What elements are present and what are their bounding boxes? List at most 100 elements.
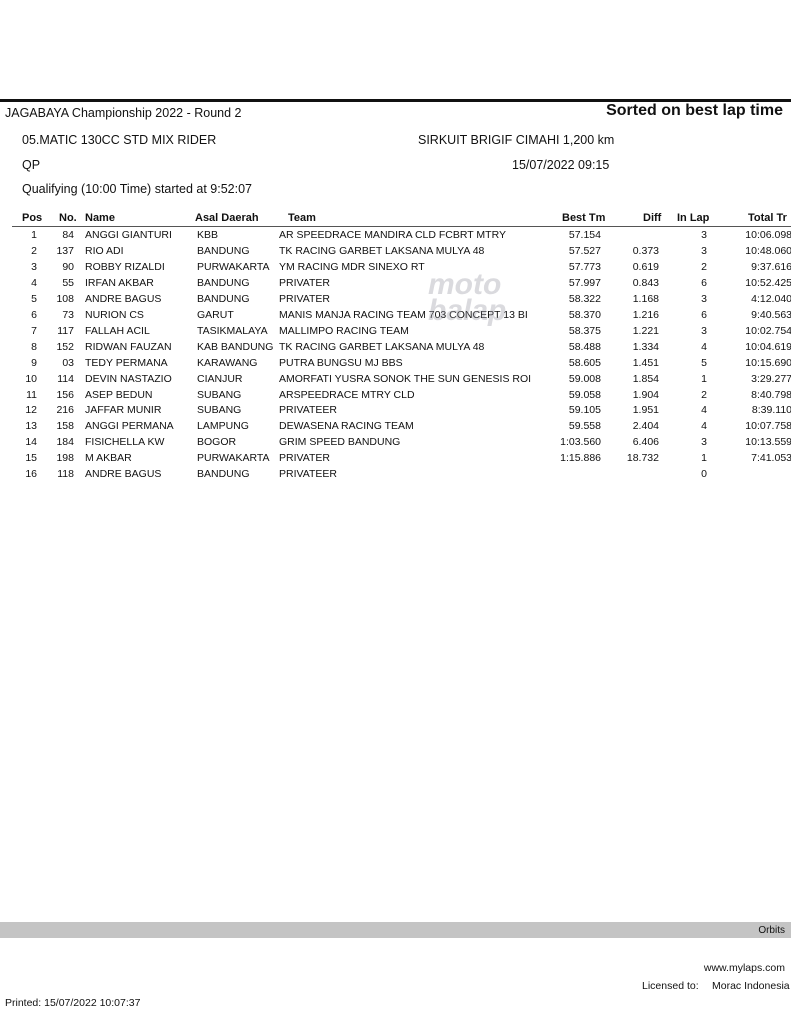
cell-number: 73 — [62, 308, 74, 321]
cell-team: TK RACING GARBET LAKSANA MULYA 48 — [279, 244, 485, 257]
cell-in-lap: 4 — [701, 404, 707, 417]
cell-name: FALLAH ACIL — [85, 324, 150, 337]
cell-in-lap: 6 — [701, 308, 707, 321]
cell-total-time: 7:41.053 — [751, 452, 791, 465]
cell-total-time: 4:12.040 — [751, 292, 791, 305]
cell-best-time: 58.605 — [568, 356, 601, 369]
table-row: 8 152 RIDWAN FAUZAN KAB BANDUNG TK RACING GA… — [0, 341, 791, 357]
cell-in-lap: 1 — [701, 372, 707, 385]
cell-diff: 2.404 — [632, 420, 659, 433]
session-code: QP — [22, 158, 41, 172]
cell-name: TEDY PERMANA — [85, 356, 168, 369]
cell-asal-daerah: KARAWANG — [197, 356, 258, 369]
cell-diff: 1.904 — [632, 388, 659, 401]
cell-best-time: 1:03.560 — [560, 436, 601, 449]
cell-diff: 1.451 — [632, 356, 659, 369]
cell-asal-daerah: BOGOR — [197, 436, 237, 449]
cell-best-time: 58.375 — [568, 324, 601, 337]
table-row: 12 216 JAFFAR MUNIR SUBANG PRIVATEER 59.105 1.… — [0, 404, 791, 420]
cell-in-lap: 3 — [701, 244, 707, 257]
licensed-label: Licensed to: — [642, 980, 699, 992]
cell-asal-daerah: BANDUNG — [197, 244, 250, 257]
table-row: 15 198 M AKBAR PURWAKARTA PRIVATER 1:15.886 18… — [0, 452, 791, 468]
table-row: 13 158 ANGGI PERMANA LAMPUNG DEWASENA RACING… — [0, 420, 791, 436]
cell-name: ASEP BEDUN — [85, 388, 153, 401]
cell-total-time: 9:40.563 — [751, 308, 791, 321]
cell-number: 158 — [56, 420, 74, 433]
cell-best-time: 57.154 — [568, 229, 601, 241]
cell-asal-daerah: BANDUNG — [197, 276, 250, 289]
cell-asal-daerah: KBB — [197, 229, 219, 241]
cell-best-time: 58.322 — [568, 292, 601, 305]
col-name: Name — [85, 212, 115, 224]
table-row: 4 55 IRFAN AKBAR BANDUNG PRIVATER 57.997 0.843… — [0, 277, 791, 293]
cell-asal-daerah: GARUT — [197, 308, 234, 321]
cell-asal-daerah: TASIKMALAYA — [197, 324, 268, 337]
cell-number: 152 — [56, 340, 74, 353]
cell-team: MALLIMPO RACING TEAM — [279, 324, 409, 337]
cell-pos: 5 — [31, 292, 37, 305]
cell-team: AR SPEEDRACE MANDIRA CLD FCBRT MTRY — [279, 229, 506, 241]
cell-in-lap: 2 — [701, 260, 707, 273]
cell-asal-daerah: BANDUNG — [197, 468, 250, 481]
cell-total-time: 10:04.619 — [745, 340, 791, 353]
cell-asal-daerah: SUBANG — [197, 404, 242, 417]
table-row: 16 118 ANDRE BAGUS BANDUNG PRIVATEER 0 — [0, 468, 791, 484]
cell-diff: 6.406 — [632, 436, 659, 449]
cell-in-lap: 5 — [701, 356, 707, 369]
table-row: 10 114 DEVIN NASTAZIO CIANJUR AMORFATI YUSRA… — [0, 373, 791, 389]
cell-asal-daerah: PURWAKARTA — [197, 452, 270, 465]
col-asal: Asal Daerah — [195, 212, 259, 224]
cell-total-time: 10:06.098 — [745, 229, 791, 241]
cell-total-time: 10:07.758 — [745, 420, 791, 433]
cell-asal-daerah: KAB BANDUNG — [197, 340, 274, 353]
sort-label: Sorted on best lap time — [606, 102, 783, 119]
cell-diff: 0.843 — [632, 276, 659, 289]
cell-in-lap: 4 — [701, 340, 707, 353]
cell-best-time: 57.997 — [568, 276, 601, 289]
cell-name: NURION CS — [85, 308, 144, 321]
cell-diff: 1.334 — [632, 340, 659, 353]
cell-pos: 11 — [26, 388, 37, 401]
cell-name: ANDRE BAGUS — [85, 292, 162, 305]
cell-best-time: 1:15.886 — [560, 452, 601, 465]
cell-team: PRIVATER — [279, 452, 330, 465]
cell-number: 198 — [56, 452, 74, 465]
cell-diff: 1.854 — [632, 372, 659, 385]
cell-name: ANGGI GIANTURI — [85, 229, 172, 241]
cell-best-time: 59.008 — [568, 372, 601, 385]
cell-team: PRIVATER — [279, 276, 330, 289]
cell-diff: 1.168 — [632, 292, 659, 305]
watermark-logo: moto balap — [428, 268, 507, 327]
cell-total-time: 10:52.425 — [745, 276, 791, 289]
cell-number: 03 — [62, 356, 74, 369]
cell-name: IRFAN AKBAR — [85, 276, 154, 289]
col-pos: Pos — [22, 212, 43, 224]
cell-total-time: 9:37.616 — [751, 260, 791, 273]
cell-diff: 0.373 — [632, 244, 659, 257]
cell-team: PRIVATEER — [279, 404, 337, 417]
footer-system: Orbits — [758, 925, 785, 936]
cell-total-time: 10:15.690 — [745, 356, 791, 369]
cell-best-time: 57.773 — [568, 260, 601, 273]
table-row: 11 156 ASEP BEDUN SUBANG ARSPEEDRACE MTRY CL… — [0, 389, 791, 405]
cell-asal-daerah: PURWAKARTA — [197, 260, 270, 273]
cell-pos: 9 — [31, 356, 37, 369]
cell-team: GRIM SPEED BANDUNG — [279, 436, 401, 449]
session-datetime: 15/07/2022 09:15 — [512, 158, 610, 172]
cell-name: ANGGI PERMANA — [85, 420, 174, 433]
cell-team: ARSPEEDRACE MTRY CLD — [279, 388, 415, 401]
cell-number: 114 — [57, 372, 74, 385]
cell-team: DEWASENA RACING TEAM — [279, 420, 414, 433]
circuit: SIRKUIT BRIGIF CIMAHI 1,200 km — [418, 133, 615, 147]
cell-pos: 14 — [25, 436, 37, 449]
cell-number: 55 — [62, 276, 74, 289]
cell-pos: 3 — [31, 260, 37, 273]
cell-in-lap: 3 — [701, 436, 707, 449]
cell-diff: 1.221 — [632, 324, 659, 337]
cell-number: 84 — [62, 229, 74, 241]
col-diff: Diff — [643, 212, 662, 224]
cell-team: PRIVATER — [279, 292, 330, 305]
cell-pos: 6 — [31, 308, 37, 321]
cell-number: 117 — [57, 324, 74, 337]
